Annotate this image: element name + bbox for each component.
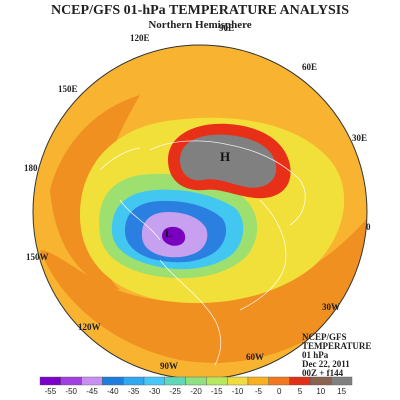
colorbar-tick-label: 10 (316, 387, 326, 396)
colorbar-tick-label: -30 (148, 387, 161, 396)
colorbar-swatch (39, 376, 61, 386)
colorbar-tick-label: -45 (86, 387, 98, 396)
colorbar-tick-label: -50 (65, 387, 77, 396)
lon-label-60e: 60E (302, 62, 318, 72)
colorbar-swatch (331, 376, 353, 386)
lon-label-30e: 30E (352, 133, 368, 143)
colorbar-swatch (143, 376, 165, 386)
colorbar-swatch (185, 376, 207, 386)
info-line-forecast: 00Z + f144 (302, 368, 344, 378)
colorbar-swatch (247, 376, 269, 386)
info-line-date: Dec 22, 2011 (302, 359, 350, 369)
field-purple-core (162, 226, 186, 246)
colorbar-tick-label: 0 (276, 387, 282, 396)
colorbar-swatch (122, 376, 145, 386)
coastlines (99, 140, 306, 366)
colorbar (39, 376, 353, 386)
colorbar-swatch (206, 376, 228, 386)
colorbar-tick-label: 5 (297, 387, 303, 396)
colorbar-tick-label: -40 (107, 387, 119, 396)
field-gray-core (180, 134, 277, 188)
map-title: NCEP/GFS 01-hPa TEMPERATURE ANALYSIS (50, 3, 350, 18)
colorbar-tick-label: -15 (211, 387, 223, 396)
lon-label-60w: 60W (246, 352, 264, 362)
colorbar-tick-label: -25 (169, 387, 181, 396)
colorbar-tick-label: -5 (254, 387, 262, 396)
lon-label-180: 180 (24, 163, 38, 173)
map-subtitle: Northern Hemisphere (148, 19, 252, 31)
colorbar-swatch (226, 376, 249, 386)
colorbar-swatch (81, 376, 103, 386)
lon-label-120e: 120E (130, 33, 150, 43)
info-line-variable: TEMPERATURE (302, 341, 372, 351)
lon-label-90e: 90E (219, 23, 235, 33)
lon-label-120w: 120W (78, 322, 101, 332)
colorbar-swatch (310, 376, 332, 386)
colorbar-swatch (102, 376, 124, 386)
low-pressure-label: L (165, 228, 173, 240)
temperature-field (33, 45, 367, 379)
colorbar-tick-label: -55 (44, 387, 57, 396)
lon-label-90w: 90W (160, 361, 178, 371)
info-box: NCEP/GFS TEMPERATURE 01 hPa Dec 22, 2011… (302, 333, 371, 378)
colorbar-tick-label: 15 (337, 387, 347, 396)
colorbar-tick-label: -20 (190, 387, 202, 396)
colorbar-swatch (164, 376, 186, 386)
lon-label-150w: 150W (26, 252, 49, 262)
field-warm-band (40, 215, 367, 363)
lon-label-150e: 150E (58, 84, 78, 94)
info-line-source: NCEP/GFS (302, 332, 347, 342)
info-line-level: 01 hPa (302, 350, 329, 360)
colorbar-swatch (268, 376, 290, 386)
lon-label-0: 0 (366, 222, 371, 232)
colorbar-tick-label: -10 (231, 387, 244, 396)
colorbar-swatch (60, 376, 82, 386)
high-pressure-label: H (220, 149, 231, 164)
colorbar-tick-label: -35 (127, 387, 140, 396)
colorbar-swatch (289, 376, 311, 386)
lon-label-30w: 30W (322, 302, 340, 312)
